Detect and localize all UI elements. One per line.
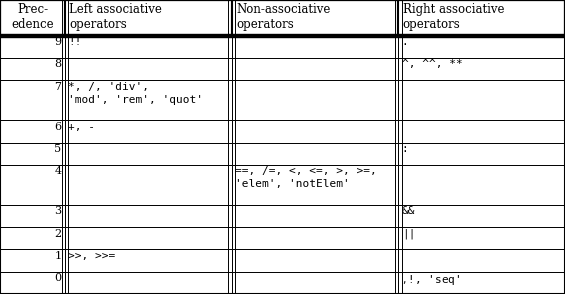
Text: !!: !! (68, 37, 82, 47)
Text: >>, >>=: >>, >>= (68, 251, 116, 261)
Bar (398, 165, 565, 205)
Bar (0, 249, 65, 272)
Bar (0, 165, 65, 205)
Text: 6: 6 (54, 122, 62, 132)
Text: &&: && (402, 206, 415, 216)
Text: ||: || (402, 229, 415, 239)
Bar (398, 36, 565, 58)
Bar (398, 272, 565, 294)
Text: Right associative
operators: Right associative operators (403, 3, 505, 31)
Bar (398, 227, 565, 249)
Text: ==, /=, <, <=, >, >=,
'elem', 'notElem': ==, /=, <, <=, >, >=, 'elem', 'notElem' (235, 166, 377, 190)
Bar (232, 165, 398, 205)
Text: 4: 4 (54, 166, 62, 176)
Bar (0, 120, 65, 143)
Bar (0, 0, 65, 36)
Bar (232, 249, 398, 272)
Text: 3: 3 (54, 206, 62, 216)
Text: Non-associative
operators: Non-associative operators (236, 3, 331, 31)
Text: 2: 2 (54, 229, 62, 239)
Bar (232, 120, 398, 143)
Bar (232, 272, 398, 294)
Text: *, /, 'div',
'mod', 'rem', 'quot': *, /, 'div', 'mod', 'rem', 'quot' (68, 82, 203, 105)
Bar (0, 272, 65, 294)
Bar (232, 205, 398, 227)
Bar (398, 143, 565, 165)
Text: Left associative
operators: Left associative operators (69, 3, 162, 31)
Bar (65, 80, 232, 120)
Text: 1: 1 (54, 251, 62, 261)
Bar (65, 227, 232, 249)
Text: :: : (402, 144, 408, 154)
Bar (0, 205, 65, 227)
Bar (232, 58, 398, 80)
Bar (398, 205, 565, 227)
Bar (232, 36, 398, 58)
Text: $, $!, 'seq': $, $!, 'seq' (402, 273, 460, 287)
Bar (0, 80, 65, 120)
Bar (398, 0, 565, 36)
Bar (232, 227, 398, 249)
Bar (65, 249, 232, 272)
Bar (65, 205, 232, 227)
Text: 5: 5 (54, 144, 62, 154)
Bar (398, 80, 565, 120)
Text: .: . (402, 37, 408, 47)
Bar (232, 80, 398, 120)
Text: 7: 7 (55, 82, 62, 92)
Bar (398, 120, 565, 143)
Bar (0, 36, 65, 58)
Bar (0, 58, 65, 80)
Bar (65, 36, 232, 58)
Bar (65, 120, 232, 143)
Text: Prec-
edence: Prec- edence (11, 3, 54, 31)
Bar (65, 272, 232, 294)
Text: ^, ^^, **: ^, ^^, ** (402, 59, 463, 69)
Bar (232, 143, 398, 165)
Text: 9: 9 (54, 37, 62, 47)
Bar (65, 58, 232, 80)
Text: 8: 8 (54, 59, 62, 69)
Text: 0: 0 (54, 273, 62, 283)
Bar (0, 227, 65, 249)
Bar (398, 58, 565, 80)
Text: +, -: +, - (68, 122, 95, 132)
Bar (65, 165, 232, 205)
Bar (0, 0, 565, 36)
Bar (232, 0, 398, 36)
Bar (65, 143, 232, 165)
Bar (398, 249, 565, 272)
Bar (0, 143, 65, 165)
Bar (65, 0, 232, 36)
